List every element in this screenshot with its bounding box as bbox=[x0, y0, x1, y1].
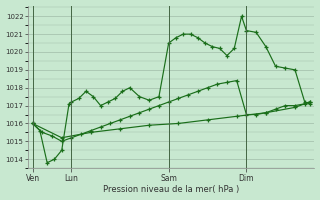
X-axis label: Pression niveau de la mer( hPa ): Pression niveau de la mer( hPa ) bbox=[103, 185, 239, 194]
